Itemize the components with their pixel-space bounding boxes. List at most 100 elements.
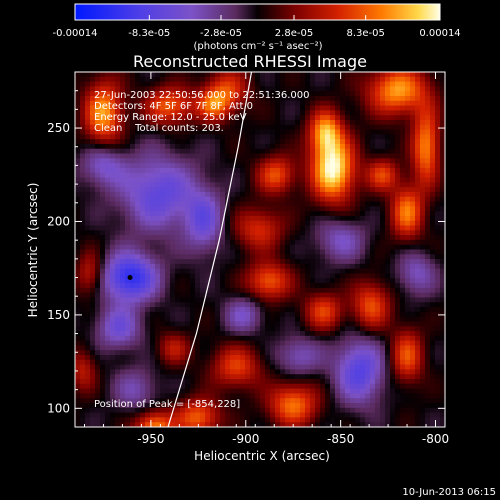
heatmap-cell (85, 119, 91, 126)
heatmap-cell (200, 95, 206, 102)
heatmap-cell (150, 364, 156, 371)
heatmap-cell (295, 355, 301, 361)
heatmap-cell (375, 254, 381, 260)
heatmap-cell (195, 302, 201, 308)
heatmap-cell (120, 76, 126, 83)
heatmap-cell (160, 388, 166, 395)
heatmap-cell (305, 148, 311, 155)
colorbar-tick-label: 0.00014 (419, 28, 460, 39)
heatmap-cell (250, 230, 256, 236)
heatmap-cell (420, 345, 426, 351)
heatmap-cell (320, 326, 326, 332)
heatmap-cell (335, 335, 341, 342)
heatmap-cell (330, 115, 336, 121)
heatmap-cell (410, 76, 416, 83)
heatmap-cell (400, 153, 406, 159)
heatmap-cell (140, 268, 146, 275)
heatmap-cell (425, 153, 431, 159)
heatmap-cell (205, 177, 211, 183)
heatmap-cell (380, 249, 386, 255)
heatmap-cell (85, 225, 91, 231)
heatmap-cell (405, 187, 411, 193)
heatmap-cell (350, 110, 356, 116)
heatmap-cell (280, 259, 286, 265)
heatmap-cell (205, 105, 211, 111)
heatmap-cell (435, 254, 441, 260)
heatmap-cell (420, 91, 426, 97)
heatmap-cell (180, 95, 186, 102)
heatmap-cell (420, 359, 426, 366)
heatmap-cell (195, 388, 201, 395)
heatmap-cell (410, 374, 416, 380)
heatmap-cell (270, 321, 276, 327)
heatmap-cell (360, 230, 366, 236)
heatmap-cell (325, 287, 331, 294)
heatmap-cell (105, 206, 111, 212)
heatmap-cell (275, 72, 281, 78)
heatmap-cell (365, 326, 371, 332)
heatmap-cell (240, 355, 246, 361)
heatmap-cell (295, 273, 301, 279)
heatmap-cell (385, 254, 391, 260)
heatmap-cell (230, 273, 236, 279)
heatmap-cell (140, 235, 146, 241)
heatmap-cell (160, 355, 166, 361)
heatmap-cell (245, 273, 251, 279)
heatmap-cell (430, 278, 436, 284)
heatmap-cell (350, 225, 356, 231)
heatmap-cell (365, 302, 371, 308)
heatmap-cell (415, 139, 421, 145)
heatmap-cell (95, 100, 101, 107)
heatmap-cell (290, 263, 296, 270)
heatmap-cell (75, 369, 81, 375)
heatmap-cell (305, 110, 311, 116)
heatmap-cell (435, 326, 441, 332)
heatmap-cell (210, 379, 216, 385)
heatmap-cell (200, 215, 206, 222)
heatmap-cell (180, 124, 186, 131)
heatmap-cell (130, 235, 136, 241)
heatmap-cell (395, 129, 401, 135)
heatmap-cell (205, 355, 211, 361)
heatmap-cell (310, 230, 316, 236)
heatmap-cell (270, 302, 276, 308)
heatmap-cell (145, 196, 151, 203)
heatmap-cell (395, 76, 401, 83)
heatmap-cell (270, 326, 276, 332)
heatmap-cell (325, 182, 331, 188)
heatmap-cell (90, 235, 96, 241)
heatmap-cell (385, 263, 391, 270)
heatmap-cell (375, 215, 381, 222)
heatmap-cell (260, 321, 266, 327)
heatmap-cell (365, 297, 371, 303)
heatmap-cell (115, 177, 121, 183)
heatmap-cell (330, 388, 336, 395)
heatmap-cell (75, 326, 81, 332)
heatmap-cell (395, 383, 401, 390)
heatmap-cell (245, 364, 251, 371)
heatmap-cell (240, 105, 246, 111)
heatmap-cell (175, 187, 181, 193)
heatmap-cell (400, 119, 406, 126)
heatmap-cell (260, 139, 266, 145)
heatmap-cell (325, 369, 331, 375)
heatmap-cell (160, 292, 166, 299)
heatmap-cell (310, 215, 316, 222)
heatmap-cell (170, 81, 176, 87)
heatmap-cell (105, 244, 111, 251)
heatmap-cell (210, 225, 216, 231)
heatmap-cell (155, 239, 161, 246)
heatmap-cell (375, 119, 381, 126)
heatmap-cell (245, 326, 251, 332)
heatmap-cell (175, 326, 181, 332)
heatmap-cell (160, 374, 166, 380)
heatmap-cell (405, 143, 411, 150)
heatmap-cell (160, 225, 166, 231)
heatmap-cell (130, 379, 136, 385)
heatmap-cell (230, 355, 236, 361)
heatmap-cell (425, 263, 431, 270)
heatmap-cell (265, 86, 271, 92)
heatmap-cell (290, 340, 296, 347)
heatmap-cell (245, 287, 251, 294)
heatmap-cell (145, 100, 151, 107)
